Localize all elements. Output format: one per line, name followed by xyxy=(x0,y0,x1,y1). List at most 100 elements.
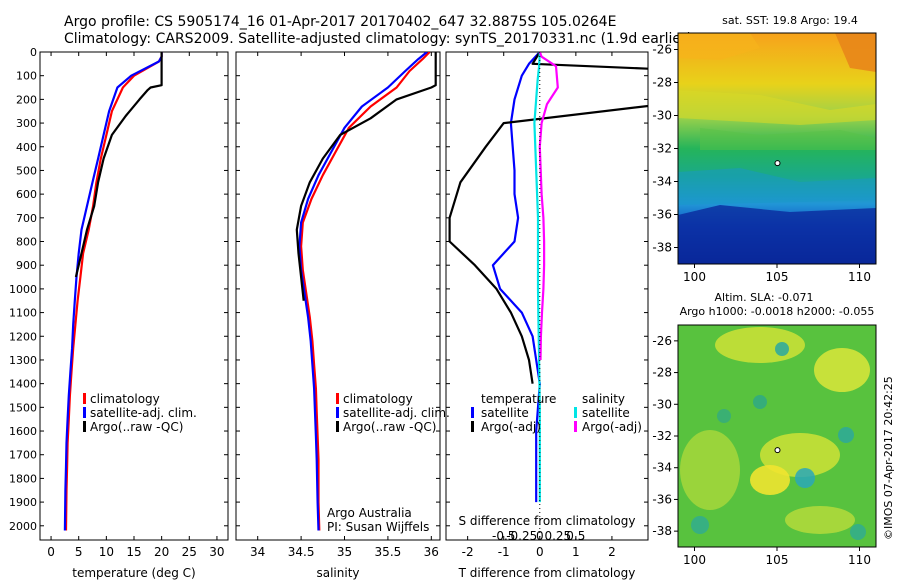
x-tick-label: 0 xyxy=(536,545,544,559)
depth-tick-label: 1300 xyxy=(9,354,37,367)
map-y-tick-label: -34 xyxy=(652,175,672,189)
legend-argo: Argo(..raw -QC) xyxy=(343,420,436,434)
profile-location-marker xyxy=(774,160,781,167)
legend-climatology: climatology xyxy=(343,392,413,406)
x-tick-label: 1 xyxy=(572,545,580,559)
sst-map-axes: 100 105 110 -26 -28 -30 -32 -34 -36 -38 xyxy=(652,43,871,285)
legend-title-salinity: salinity xyxy=(582,392,625,406)
depth-tick-label: 300 xyxy=(16,117,37,130)
difference-chart: -2 -1 0 1 2-0.5-0.250 0.250.5 xyxy=(446,51,648,559)
legend-t-satellite: satellite xyxy=(481,406,529,420)
map-x-tick-label: 105 xyxy=(766,553,789,567)
map-y-tick-label: -28 xyxy=(652,76,672,90)
s-diff-tick-label: 0 xyxy=(536,529,544,543)
depth-tick-label: 1000 xyxy=(9,283,37,296)
annotation-pi: PI: Susan Wijffels xyxy=(327,520,429,534)
map-y-tick-label: -38 xyxy=(652,524,672,538)
temperature-panel-frame xyxy=(39,51,229,541)
header-line-1: Argo profile: CS 5905174_16 01-Apr-2017 … xyxy=(64,14,616,30)
map-y-tick-label: -28 xyxy=(652,366,672,380)
map-x-tick-label: 105 xyxy=(766,270,789,284)
difference-panel-frame xyxy=(445,51,649,541)
credit-label: ©IMOS 07-Apr-2017 20:42:25 xyxy=(882,376,895,540)
map-y-tick-label: -26 xyxy=(652,43,672,57)
x-tick-label: 34.5 xyxy=(288,545,315,559)
depth-axis: 0 100 200 300 400 500 600 700 800 900 1000 1100 1200… xyxy=(9,46,37,533)
map-y-tick-label: -36 xyxy=(652,492,672,506)
depth-tick-label: 500 xyxy=(16,164,37,177)
map-y-tick-label: -36 xyxy=(652,208,672,222)
series-line-climatology xyxy=(300,52,431,531)
s-diff-tick-label: -0.25 xyxy=(506,529,537,543)
depth-tick-label: 1900 xyxy=(9,496,37,509)
temperature-legend: climatology satellite-adj. clim. Argo(..… xyxy=(83,392,197,434)
x-tick-label: 5 xyxy=(75,545,83,559)
depth-tick-label: 400 xyxy=(16,141,37,154)
sst-map xyxy=(677,32,877,265)
annotation-argo-australia: Argo Australia xyxy=(327,506,412,520)
sla-map-axes: 100 105 110 -26 -28 -30 -32 -34 -36 -38 xyxy=(652,334,871,567)
series-line-argo-raw-qc- xyxy=(295,52,437,301)
map-y-tick-label: -38 xyxy=(652,241,672,255)
x-tick-label: 34 xyxy=(250,545,265,559)
series-line-satellite xyxy=(533,52,541,503)
x-tick-label: -1 xyxy=(498,545,510,559)
temperature-chart: 0 5 10 15 20 25 30 xyxy=(40,51,228,559)
x-tick-label: 0 xyxy=(47,545,55,559)
depth-tick-label: 200 xyxy=(16,93,37,106)
series-line-argo-raw-qc- xyxy=(74,52,163,278)
x-tick-label: -2 xyxy=(462,545,474,559)
map-x-tick-label: 110 xyxy=(848,270,871,284)
map-x-tick-label: 100 xyxy=(683,553,706,567)
map-y-tick-label: -32 xyxy=(652,142,672,156)
series-line-climatology xyxy=(64,52,163,531)
map-y-tick-label: -34 xyxy=(652,461,672,475)
map-y-tick-label: -26 xyxy=(652,334,672,348)
map-y-tick-label: -30 xyxy=(652,397,672,411)
series-line-satellite-adj-clim- xyxy=(63,52,163,531)
x-tick-label: 2 xyxy=(608,545,616,559)
temperature-xlabel: temperature (deg C) xyxy=(72,566,195,580)
s-diff-tick-label: -0.5 xyxy=(492,529,515,543)
legend-s-argo: Argo(-adj) xyxy=(582,420,642,434)
x-tick-label: 30 xyxy=(209,545,224,559)
salinity-xlabel: salinity xyxy=(316,566,359,580)
x-tick-label: 10 xyxy=(99,545,114,559)
x-tick-label: 25 xyxy=(182,545,197,559)
depth-tick-label: 0 xyxy=(30,46,37,59)
map-x-tick-label: 110 xyxy=(848,553,871,567)
map-x-tick-label: 100 xyxy=(683,270,706,284)
depth-tick-label: 1700 xyxy=(9,449,37,462)
map-y-tick-label: -32 xyxy=(652,429,672,443)
salinity-legend: climatology satellite-adj. clim. Argo(..… xyxy=(327,392,450,534)
depth-tick-label: 100 xyxy=(16,70,37,83)
header-line-2: Climatology: CARS2009. Satellite-adjuste… xyxy=(64,31,692,47)
difference-legend: temperature salinity satellite Argo(-adj… xyxy=(471,392,642,434)
s-diff-xlabel: S difference from climatology xyxy=(459,514,636,528)
s-diff-tick-label: 0.5 xyxy=(566,529,585,543)
sla-map-subtitle: Argo h1000: -0.0018 h2000: -0.055 xyxy=(680,305,875,318)
series-line-argo-adj- xyxy=(448,52,648,384)
x-tick-label: 35 xyxy=(337,545,352,559)
depth-tick-label: 2000 xyxy=(9,520,37,533)
series-line-satellite-adj-clim- xyxy=(298,52,428,531)
depth-tick-label: 700 xyxy=(16,212,37,225)
depth-tick-label: 1200 xyxy=(9,330,37,343)
s-diff-tick-label: 0.25 xyxy=(544,529,571,543)
x-tick-label: 36 xyxy=(424,545,439,559)
sla-map-title: Altim. SLA: -0.071 xyxy=(714,291,813,304)
depth-tick-label: 1100 xyxy=(9,307,37,320)
legend-argo: Argo(..raw -QC) xyxy=(90,420,183,434)
depth-tick-label: 600 xyxy=(16,188,37,201)
t-diff-xlabel: T difference from climatology xyxy=(458,566,636,580)
salinity-panel-frame xyxy=(235,51,441,541)
legend-s-satellite: satellite xyxy=(582,406,630,420)
legend-satellite: satellite-adj. clim. xyxy=(343,406,450,420)
depth-tick-label: 900 xyxy=(16,259,37,272)
depth-tick-label: 1500 xyxy=(9,401,37,414)
legend-title-temperature: temperature xyxy=(481,392,556,406)
sst-map-title: sat. SST: 19.8 Argo: 19.4 xyxy=(722,14,858,27)
depth-tick-label: 800 xyxy=(16,236,37,249)
legend-t-argo: Argo(-adj) xyxy=(481,420,541,434)
series-line-argo-adj- xyxy=(538,52,559,361)
